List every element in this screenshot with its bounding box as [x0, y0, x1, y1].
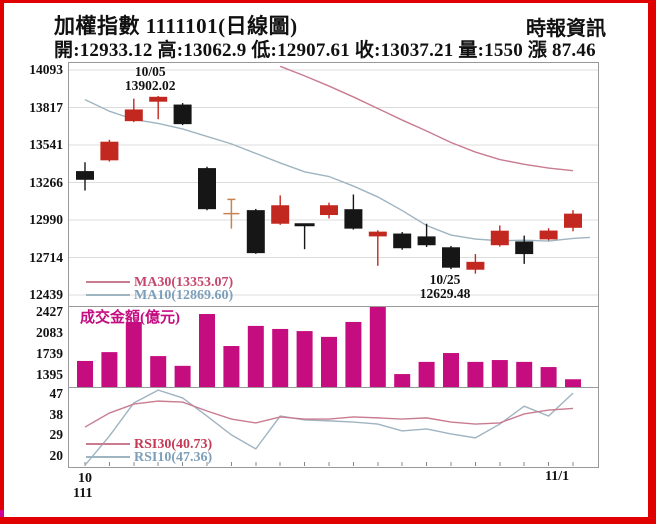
y-tick-label: 20 — [49, 447, 64, 463]
y-tick-label: 12990 — [29, 212, 63, 228]
volume-panel — [68, 306, 599, 388]
frame-right — [648, 0, 656, 524]
candle — [417, 236, 436, 246]
frame-top — [0, 0, 656, 3]
candle — [368, 231, 387, 237]
volume-bar — [223, 346, 240, 387]
rsi10-line — [84, 389, 574, 466]
volume-bar — [272, 328, 289, 387]
ma30-legend-row: MA30(13353.07) — [86, 275, 234, 290]
volume-bar — [247, 325, 264, 387]
ma10-legend-label: MA10(12869.60) — [134, 288, 234, 303]
y-tick-label: 14093 — [29, 62, 63, 77]
rsi10-legend-row: RSI10(47.36) — [86, 450, 213, 465]
candle — [173, 104, 192, 125]
volume-bar — [174, 365, 191, 387]
volume-bar — [369, 307, 386, 387]
y-tick-label: 47 — [49, 386, 64, 401]
rsi30-legend-label: RSI30(40.73) — [134, 437, 213, 452]
ohlc-quote-line: 開:12933.12 高:13062.9 低:12907.61 收:13037.… — [54, 40, 596, 61]
price-annotation: 10/25 — [430, 272, 461, 287]
y-tick-label: 1739 — [36, 346, 63, 361]
ma10-legend-row: MA10(12869.60) — [86, 288, 234, 303]
candle — [246, 210, 265, 254]
y-tick-label: 12439 — [29, 287, 63, 303]
volume-bar — [345, 321, 362, 387]
candle — [271, 205, 290, 224]
frame-bottom — [0, 517, 656, 524]
volume-bar — [491, 360, 508, 387]
rsi-legend: RSI30(40.73) RSI10(47.36) — [86, 437, 213, 465]
candle — [149, 96, 168, 102]
rsi10-legend-label: RSI10(47.36) — [134, 450, 213, 465]
y-tick-label: 38 — [49, 406, 64, 422]
rsi-panel — [68, 387, 599, 468]
ma10-line — [84, 99, 591, 242]
corner-artifact-dot — [0, 510, 4, 517]
rsi10-line-swatch — [86, 456, 130, 458]
y-tick-label: 1395 — [36, 366, 63, 382]
volume-bar — [443, 353, 459, 387]
candle — [442, 247, 460, 268]
y-tick-label: 13541 — [29, 137, 63, 153]
volume-bar — [101, 352, 118, 387]
page-title: 加權指數 1111101(日線圖) — [54, 14, 298, 38]
x-axis-month-label: 10 — [78, 471, 92, 486]
volume-bar — [540, 367, 557, 387]
candle — [320, 205, 338, 216]
volume-bar — [394, 374, 411, 387]
candle — [76, 171, 94, 180]
candle — [100, 141, 119, 161]
ma10-line-swatch — [86, 294, 130, 296]
y-tick-label: 2427 — [36, 304, 63, 320]
volume-bar — [418, 361, 435, 387]
candle — [466, 261, 485, 270]
ma30-line — [279, 65, 574, 172]
volume-bar — [467, 361, 484, 387]
candle — [490, 230, 509, 246]
candle — [515, 241, 534, 255]
rsi30-line — [84, 400, 574, 428]
data-source-label: 時報資訊 — [526, 18, 606, 40]
y-tick-label: 13266 — [29, 174, 63, 190]
volume-title: 成交金額(億元) — [80, 310, 180, 326]
volume-bar — [296, 331, 313, 387]
ma30-legend-label: MA30(13353.07) — [134, 275, 234, 290]
candle — [124, 109, 143, 122]
candle — [344, 209, 363, 229]
y-tick-label: 12714 — [29, 249, 63, 265]
volume-bar — [321, 336, 337, 387]
rsi30-line-swatch — [86, 443, 130, 445]
volume-bar — [565, 379, 581, 387]
volume-bar — [77, 360, 93, 387]
price-annotation: 10/05 — [135, 64, 166, 79]
frame-left — [0, 0, 4, 524]
candle — [393, 233, 412, 249]
y-tick-label: 2083 — [36, 325, 63, 341]
x-axis-year-label: 111 — [73, 486, 93, 501]
volume-bar — [199, 314, 215, 387]
volume-bar — [516, 361, 533, 387]
y-tick-label: 29 — [49, 427, 64, 443]
volume-bar — [150, 356, 167, 387]
candle — [539, 230, 558, 240]
ma30-line-swatch — [86, 281, 130, 283]
candle — [564, 213, 582, 228]
y-tick-label: 13817 — [29, 99, 63, 115]
price-annotation: 13902.02 — [125, 78, 176, 93]
x-axis-right-date-label: 11/1 — [545, 469, 570, 484]
rsi30-legend-row: RSI30(40.73) — [86, 437, 213, 452]
price-annotation: 12629.48 — [420, 286, 471, 301]
ma-legend: MA30(13353.07) MA10(12869.60) — [86, 275, 234, 303]
volume-bar — [125, 321, 142, 387]
candle — [198, 168, 216, 210]
